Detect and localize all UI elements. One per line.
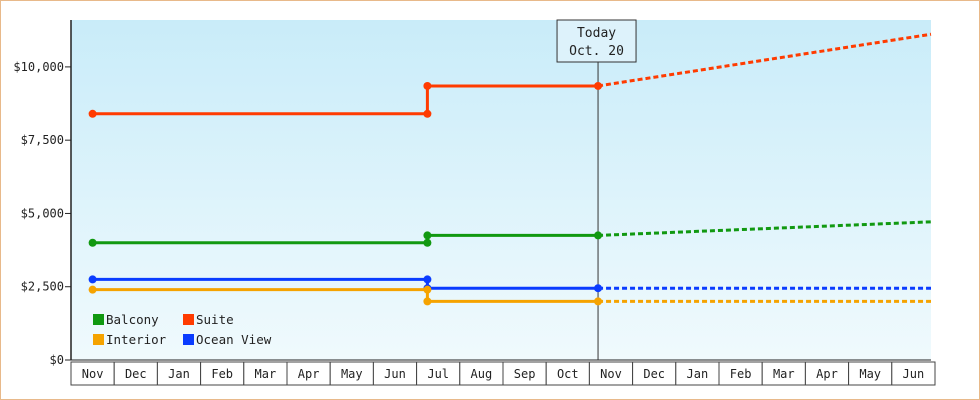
y-tick-label: $5,000 bbox=[21, 206, 64, 220]
interior-series-line bbox=[92, 288, 599, 303]
suite-series-line bbox=[92, 84, 599, 116]
balcony-point bbox=[423, 238, 432, 247]
today-date: Oct. 20 bbox=[569, 44, 624, 59]
suite-forecast-line bbox=[597, 32, 932, 88]
legend: Balcony Suite Interior Ocean View bbox=[93, 312, 272, 347]
balcony-point bbox=[88, 238, 97, 247]
x-tick-label: Sep bbox=[514, 367, 536, 381]
series-layer bbox=[88, 32, 932, 306]
x-tick-box bbox=[891, 361, 936, 386]
suite-point bbox=[88, 109, 97, 118]
y-tick-label: $2,500 bbox=[21, 280, 64, 294]
x-tick-label: Nov bbox=[82, 367, 104, 381]
ocean-view-point bbox=[88, 275, 97, 284]
x-tick-label: Mar bbox=[773, 367, 795, 381]
suite-point bbox=[594, 81, 603, 90]
x-tick-label: Nov bbox=[600, 367, 622, 381]
legend-label-ocean-view: Ocean View bbox=[196, 332, 272, 347]
x-tick-label: Aug bbox=[471, 367, 493, 381]
today-label: Today bbox=[577, 26, 616, 41]
x-tick-label: Apr bbox=[816, 367, 838, 381]
balcony-point bbox=[423, 231, 432, 240]
x-tick-label: Feb bbox=[211, 367, 233, 381]
legend-label-suite: Suite bbox=[196, 312, 234, 327]
legend-label-interior: Interior bbox=[106, 332, 167, 347]
x-tick-label: May bbox=[341, 367, 363, 381]
x-tick-label: Jan bbox=[168, 367, 190, 381]
x-tick-label: Oct bbox=[557, 367, 579, 381]
balcony-point bbox=[594, 231, 603, 240]
suite-point bbox=[423, 109, 432, 118]
today-marker: Today Oct. 20 bbox=[556, 19, 637, 360]
x-tick-label: Jul bbox=[427, 367, 449, 381]
x-tick-label: Jun bbox=[384, 367, 406, 381]
ocean-view-point bbox=[423, 275, 432, 284]
x-tick-label: May bbox=[859, 367, 881, 381]
x-tick-label: Dec bbox=[125, 367, 147, 381]
suite-point bbox=[423, 81, 432, 90]
x-tick-label: Dec bbox=[643, 367, 665, 381]
x-tick-label: Apr bbox=[298, 367, 320, 381]
legend-swatch-suite bbox=[183, 314, 194, 325]
interior-point bbox=[423, 285, 432, 294]
x-tick-label: Feb bbox=[730, 367, 752, 381]
y-tick-label: $7,500 bbox=[21, 133, 64, 147]
ocean-view-series-line bbox=[92, 277, 599, 290]
x-tick-label: Jan bbox=[687, 367, 709, 381]
x-tick-label: Mar bbox=[255, 367, 277, 381]
y-tick-label: $0 bbox=[50, 353, 64, 367]
interior-point bbox=[88, 285, 97, 294]
interior-point bbox=[594, 297, 603, 306]
x-tick-label: Jun bbox=[903, 367, 925, 381]
today-box bbox=[556, 19, 637, 63]
axes: $0 $2,500 $5,000 $7,500 $10,000 Nov Dec Jan Feb M… bbox=[13, 20, 936, 386]
interior-point bbox=[423, 297, 432, 306]
legend-swatch-ocean-view bbox=[183, 334, 194, 345]
y-tick-label: $10,000 bbox=[13, 60, 64, 74]
legend-swatch-interior bbox=[93, 334, 104, 345]
ocean-view-point bbox=[594, 284, 603, 293]
legend-swatch-balcony bbox=[93, 314, 104, 325]
plot-background bbox=[71, 20, 931, 360]
legend-label-balcony: Balcony bbox=[106, 312, 159, 327]
